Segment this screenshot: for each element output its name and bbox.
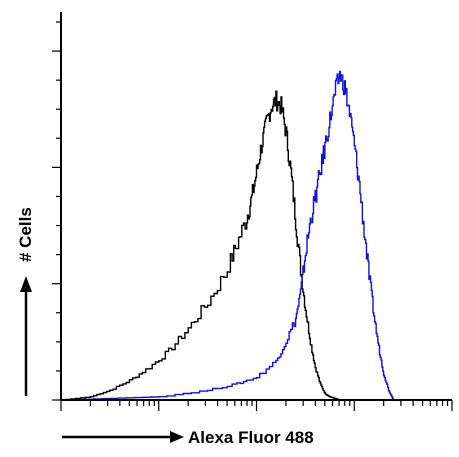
series-0-line	[61, 90, 341, 401]
y-axis-arrow	[20, 276, 32, 396]
y-axis-label: # Cells	[16, 207, 35, 262]
x-axis-arrow	[62, 431, 184, 443]
series-1-line	[61, 70, 395, 401]
x-axis-label: Alexa Fluor 488	[188, 428, 314, 447]
